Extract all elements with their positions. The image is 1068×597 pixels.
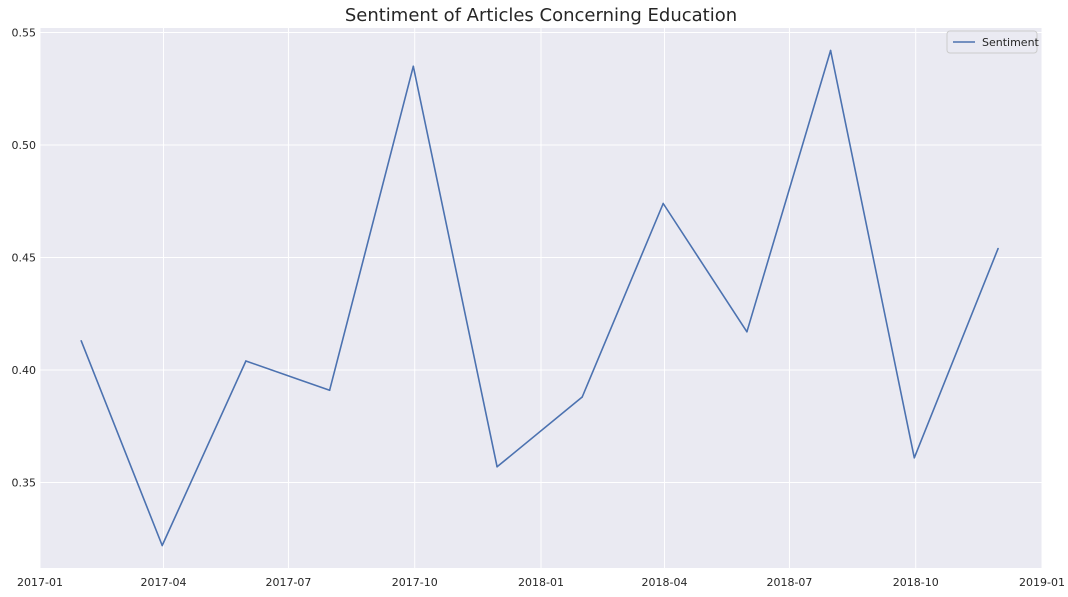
legend-label-sentiment: Sentiment (982, 36, 1040, 49)
x-axis-ticks: 2017-01 2017-04 2017-07 2017-10 2018-01 2018-… (17, 576, 1065, 589)
data-point-11 (997, 247, 999, 250)
data-point-6 (581, 396, 583, 398)
y-tick-label-4: 0.55 (12, 27, 37, 40)
data-point-1 (161, 544, 163, 547)
data-point-10 (913, 456, 916, 459)
x-tick-label-0: 2017-01 (17, 576, 63, 589)
data-point-7 (662, 202, 664, 205)
x-tick-label-1: 2017-04 (141, 576, 187, 589)
data-point-3 (328, 389, 331, 392)
data-point-5 (496, 465, 498, 468)
series-line-sentiment (80, 49, 999, 547)
series-layer (80, 49, 999, 547)
data-point-9 (829, 49, 832, 52)
x-tick-label-8: 2019-01 (1019, 576, 1065, 589)
gridlines (39, 28, 1043, 568)
x-tick-label-4: 2018-01 (518, 576, 564, 589)
y-tick-label-1: 0.40 (12, 364, 37, 377)
x-tick-label-5: 2018-04 (642, 576, 688, 589)
x-tick-label-2: 2017-07 (265, 576, 311, 589)
data-point-8 (746, 330, 748, 333)
x-tick-label-6: 2018-07 (766, 576, 812, 589)
y-tick-label-2: 0.45 (12, 252, 37, 265)
legend-box (946, 30, 1038, 54)
data-point-2 (245, 360, 247, 362)
y-tick-label-0: 0.35 (12, 477, 37, 490)
chart-title: Sentiment of Articles Concerning Educati… (345, 5, 737, 26)
data-point-0 (80, 339, 82, 342)
x-tick-label-3: 2017-10 (392, 576, 438, 589)
data-point-4 (412, 65, 415, 68)
y-axis-ticks: 0.35 0.40 0.45 0.50 0.55 (12, 27, 37, 490)
legend: Sentiment (946, 30, 1040, 54)
y-tick-label-3: 0.50 (12, 139, 37, 152)
x-tick-label-7: 2018-10 (893, 576, 939, 589)
